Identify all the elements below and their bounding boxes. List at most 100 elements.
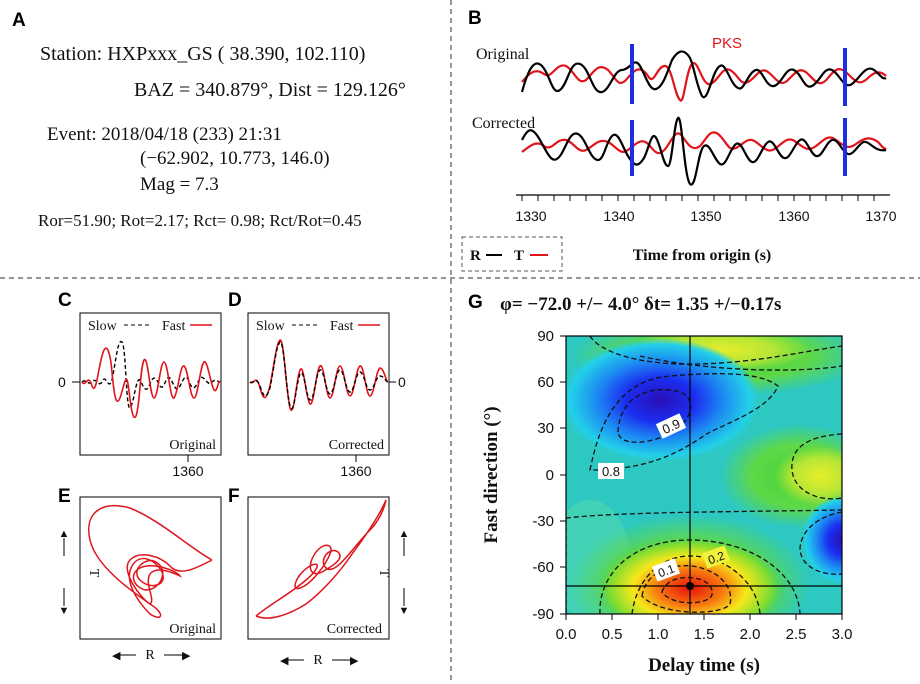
contour-label-0-8: 0.8 (598, 463, 624, 479)
panel-a: A Station: HXPxxx_GS ( 38.390, 102.110) … (12, 10, 406, 230)
event-coords-line: (−62.902, 10.773, 146.0) (140, 148, 330, 169)
d-slow-label: Slow (256, 319, 286, 334)
panel-c: C Slow Fast 0 1360 Original (58, 290, 222, 479)
g-xtick-2-5: 2.5 (786, 626, 807, 643)
e-right-arrowhead-icon: ▶ (182, 650, 191, 662)
d-zero-label: 0 (398, 374, 406, 390)
g-x-ticks (565, 614, 843, 620)
svg-text:0.9: 0.9 (660, 416, 683, 437)
b-legend-box (461, 236, 563, 272)
g-xlabel: Delay time (s) (648, 655, 760, 676)
error-surface: 0.9 0.8 0.2 0.1 (566, 336, 842, 614)
g-ytick-0: 0 (546, 467, 554, 484)
panel-d: D Slow Fast 0 1360 Corrected (228, 290, 406, 479)
g-ytick-minus60: -60 (532, 559, 554, 576)
e-caption: Original (169, 622, 216, 637)
e-axis-r-label: R (145, 648, 155, 663)
g-ytick-60: 60 (537, 374, 554, 391)
d-fast-trace (249, 339, 389, 412)
b-tick-1360: 1360 (778, 208, 809, 224)
d-tick-1360: 1360 (340, 463, 371, 479)
panel-b-label: B (468, 8, 482, 29)
f-axis-t-label: T (376, 569, 391, 578)
e-axis-t-label: T (86, 569, 101, 578)
panel-c-label: C (58, 290, 72, 311)
e-particle-motion (88, 505, 213, 618)
panel-g-label: G (468, 292, 483, 313)
c-zero-label: 0 (58, 374, 66, 390)
baz-line: BAZ = 340.879°, Dist = 129.126° (134, 79, 406, 101)
b-tick-1330: 1330 (515, 208, 546, 224)
b-xlabel: Time from origin (s) (633, 247, 772, 264)
f-left-arrowhead-icon: ◀ (280, 655, 289, 667)
e-up-arrowhead-icon: ▲ (59, 528, 70, 540)
f-caption: Corrected (327, 622, 382, 637)
pks-label: PKS (712, 35, 742, 52)
g-best-fit-marker (686, 582, 694, 590)
e-left-arrowhead-icon: ◀ (112, 650, 121, 662)
panel-f-label: F (228, 486, 240, 507)
f-down-arrowhead-icon: ▼ (399, 605, 410, 617)
g-xtick-1-0: 1.0 (648, 626, 669, 643)
b-axis-ticks (521, 195, 875, 201)
c-tick-1360: 1360 (172, 463, 203, 479)
panel-e-frame (79, 496, 222, 640)
b-tick-1350: 1350 (690, 208, 721, 224)
e-down-arrowhead-icon: ▼ (59, 605, 70, 617)
contour-label-0-1: 0.1 (651, 558, 681, 582)
legend-r-label: R (470, 248, 481, 264)
panel-f-frame (247, 496, 390, 640)
contour-label-0-2: 0.2 (701, 545, 731, 569)
contour-label-0-9: 0.9 (655, 413, 687, 439)
b-tick-1370: 1370 (865, 208, 896, 224)
original-t-trace (521, 62, 887, 102)
panel-f: F T ▲ ▼ R ◀ ▶ Corrected (228, 486, 409, 668)
d-caption: Corrected (329, 438, 384, 453)
f-up-arrowhead-icon: ▲ (399, 528, 410, 540)
panel-d-frame (247, 312, 390, 456)
panel-b: B Original PKS Corrected 13 (461, 8, 897, 272)
g-ylabel: Fast direction (°) (481, 406, 502, 543)
panel-a-label: A (12, 10, 26, 31)
panel-g: G φ= −72.0 +/− 4.0° δt= 1.35 +/−0.17s (468, 292, 853, 676)
corrected-t-trace (521, 131, 887, 155)
g-title: φ= −72.0 +/− 4.0° δt= 1.35 +/−0.17s (500, 294, 781, 315)
d-slow-trace (249, 341, 389, 410)
g-xtick-0-0: 0.0 (556, 626, 577, 643)
original-label: Original (476, 46, 530, 63)
svg-text:0.1: 0.1 (656, 561, 677, 580)
c-slow-label: Slow (88, 319, 118, 334)
b-tick-1340: 1340 (603, 208, 634, 224)
g-ytick-minus30: -30 (532, 513, 554, 530)
g-xtick-1-5: 1.5 (694, 626, 715, 643)
d-fast-label: Fast (330, 319, 353, 334)
g-xtick-0-5: 0.5 (602, 626, 623, 643)
c-caption: Original (169, 438, 216, 453)
magnitude-line: Mag = 7.3 (140, 174, 219, 195)
g-xtick-3-0: 3.0 (832, 626, 853, 643)
f-right-arrowhead-icon: ▶ (350, 655, 359, 667)
g-ytick-30: 30 (537, 420, 554, 437)
svg-text:0.8: 0.8 (602, 464, 620, 479)
panel-c-frame (79, 312, 222, 456)
f-axis-r-label: R (313, 653, 323, 668)
g-y-ticks (560, 335, 566, 615)
panel-e: E T ▲ ▼ R ◀ ▶ Original (58, 486, 222, 663)
g-xtick-2-0: 2.0 (740, 626, 761, 643)
panel-d-label: D (228, 290, 242, 311)
event-line: Event: 2018/04/18 (233) 21:31 (47, 124, 282, 145)
station-line: Station: HXPxxx_GS ( 38.390, 102.110) (40, 43, 365, 65)
original-r-trace (520, 50, 887, 99)
panel-e-label: E (58, 486, 71, 507)
svg-text:0.2: 0.2 (706, 548, 727, 567)
corrected-r-trace (521, 116, 887, 186)
corrected-label: Corrected (472, 115, 535, 132)
c-fast-label: Fast (162, 319, 185, 334)
g-ytick-90: 90 (537, 328, 554, 345)
f-particle-motion (255, 499, 387, 619)
g-ytick-minus90: -90 (532, 606, 554, 623)
legend-t-label: T (514, 248, 524, 264)
ratios-line: Ror=51.90; Rot=2.17; Rct= 0.98; Rct/Rot=… (38, 211, 362, 230)
c-fast-trace (81, 347, 221, 419)
